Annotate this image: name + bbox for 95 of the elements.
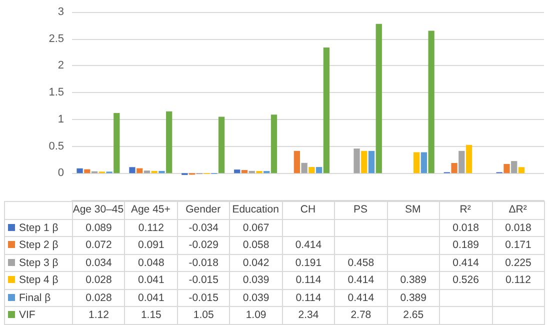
legend-label: Step 3 β bbox=[19, 256, 58, 269]
bar bbox=[114, 112, 120, 174]
legend-label: Final β bbox=[19, 292, 51, 304]
bar bbox=[241, 170, 248, 174]
legend-label: Step 1 β bbox=[19, 222, 58, 234]
x-tick-label: Age 45+ bbox=[130, 204, 170, 216]
bar bbox=[136, 168, 143, 174]
data-label: 0.039 bbox=[230, 272, 282, 289]
data-label: 0.112 bbox=[492, 272, 544, 289]
bar bbox=[144, 170, 150, 174]
bar bbox=[129, 167, 136, 174]
data-label: 0.028 bbox=[72, 289, 125, 306]
x-tick-label: R² bbox=[460, 204, 472, 216]
data-label: 1.09 bbox=[230, 306, 282, 324]
data-label: 2.78 bbox=[334, 306, 388, 324]
legend-label: VIF bbox=[19, 309, 36, 322]
data-label: 1.12 bbox=[72, 306, 125, 324]
x-tick-label: SM bbox=[405, 204, 421, 216]
data-label: 0.458 bbox=[334, 254, 388, 272]
data-label: 0.225 bbox=[492, 254, 544, 272]
data-label: 0.028 bbox=[72, 272, 125, 289]
bar bbox=[420, 152, 428, 174]
bar bbox=[451, 162, 458, 174]
legend-label: Step 4 β bbox=[19, 274, 58, 286]
data-label: 0.058 bbox=[230, 236, 282, 254]
bar bbox=[218, 116, 225, 174]
data-label: 0.067 bbox=[230, 219, 282, 236]
y-tick-label: 2 bbox=[58, 60, 64, 72]
bar bbox=[368, 150, 375, 174]
data-label: 2.34 bbox=[282, 306, 335, 324]
bar bbox=[361, 150, 368, 174]
data-label: 0.042 bbox=[230, 254, 282, 272]
data-label: 2.65 bbox=[387, 306, 440, 324]
bar bbox=[294, 150, 300, 174]
bar bbox=[308, 167, 315, 174]
data-label: -0.018 bbox=[177, 254, 230, 272]
data-label: 1.15 bbox=[124, 306, 178, 324]
bar bbox=[511, 161, 518, 174]
bar bbox=[466, 144, 472, 174]
data-label: 0.048 bbox=[124, 254, 178, 272]
data-label: 0.041 bbox=[124, 289, 178, 306]
data-label: 0.114 bbox=[282, 272, 335, 289]
data-label: 0.034 bbox=[72, 254, 125, 272]
bar bbox=[354, 148, 360, 174]
data-label: -0.029 bbox=[177, 236, 230, 254]
x-tick-label: ΔR² bbox=[508, 204, 528, 216]
data-label: 0.089 bbox=[72, 219, 125, 236]
bar bbox=[414, 152, 420, 174]
data-label: 0.191 bbox=[282, 254, 335, 272]
bar bbox=[234, 170, 240, 174]
data-label: 0.414 bbox=[334, 272, 388, 289]
bar bbox=[504, 164, 510, 174]
legend-label: Step 2 β bbox=[19, 239, 58, 252]
data-label: 0.171 bbox=[492, 236, 544, 254]
bar bbox=[270, 114, 278, 174]
data-label: -0.015 bbox=[177, 272, 230, 289]
data-label: 0.414 bbox=[334, 289, 388, 306]
bar bbox=[316, 167, 322, 174]
x-tick-label: Gender bbox=[186, 204, 222, 216]
data-label: 0.414 bbox=[282, 236, 335, 254]
y-tick-label: 0.5 bbox=[48, 140, 64, 152]
data-label: -0.034 bbox=[177, 219, 230, 236]
data-label: -0.015 bbox=[177, 289, 230, 306]
y-tick-label: 1.5 bbox=[48, 86, 64, 99]
data-label: 1.05 bbox=[177, 306, 230, 324]
bar bbox=[518, 167, 525, 174]
bar bbox=[458, 150, 465, 174]
x-tick-label: PS bbox=[353, 204, 368, 216]
y-tick-label: 3 bbox=[58, 6, 64, 18]
data-label: 0.389 bbox=[387, 272, 440, 289]
y-tick-label: 2.5 bbox=[48, 32, 64, 45]
data-label: 0.414 bbox=[440, 254, 492, 272]
bar bbox=[428, 30, 434, 174]
bar bbox=[301, 162, 308, 174]
y-tick-label: 1 bbox=[58, 113, 64, 126]
data-label: 0.072 bbox=[72, 236, 125, 254]
data-label: 0.112 bbox=[124, 219, 178, 236]
data-label: 0.526 bbox=[440, 272, 492, 289]
bar bbox=[166, 111, 172, 174]
bar bbox=[376, 24, 382, 174]
data-label: 0.389 bbox=[387, 289, 440, 306]
bar bbox=[76, 168, 83, 174]
bar bbox=[323, 47, 330, 174]
x-tick-label: Age 30–45 bbox=[72, 204, 124, 216]
x-tick-label: Education bbox=[232, 204, 280, 216]
data-label: 0.189 bbox=[440, 236, 492, 254]
x-tick-label: CH bbox=[300, 204, 316, 216]
data-label: 0.091 bbox=[124, 236, 178, 254]
data-label: 0.041 bbox=[124, 272, 178, 289]
bar bbox=[158, 170, 165, 174]
data-label: 0.039 bbox=[230, 289, 282, 306]
y-tick-label: 0 bbox=[58, 167, 64, 180]
data-label: 0.114 bbox=[282, 289, 335, 306]
data-label: 0.018 bbox=[492, 219, 544, 236]
data-label: 0.018 bbox=[440, 219, 492, 236]
